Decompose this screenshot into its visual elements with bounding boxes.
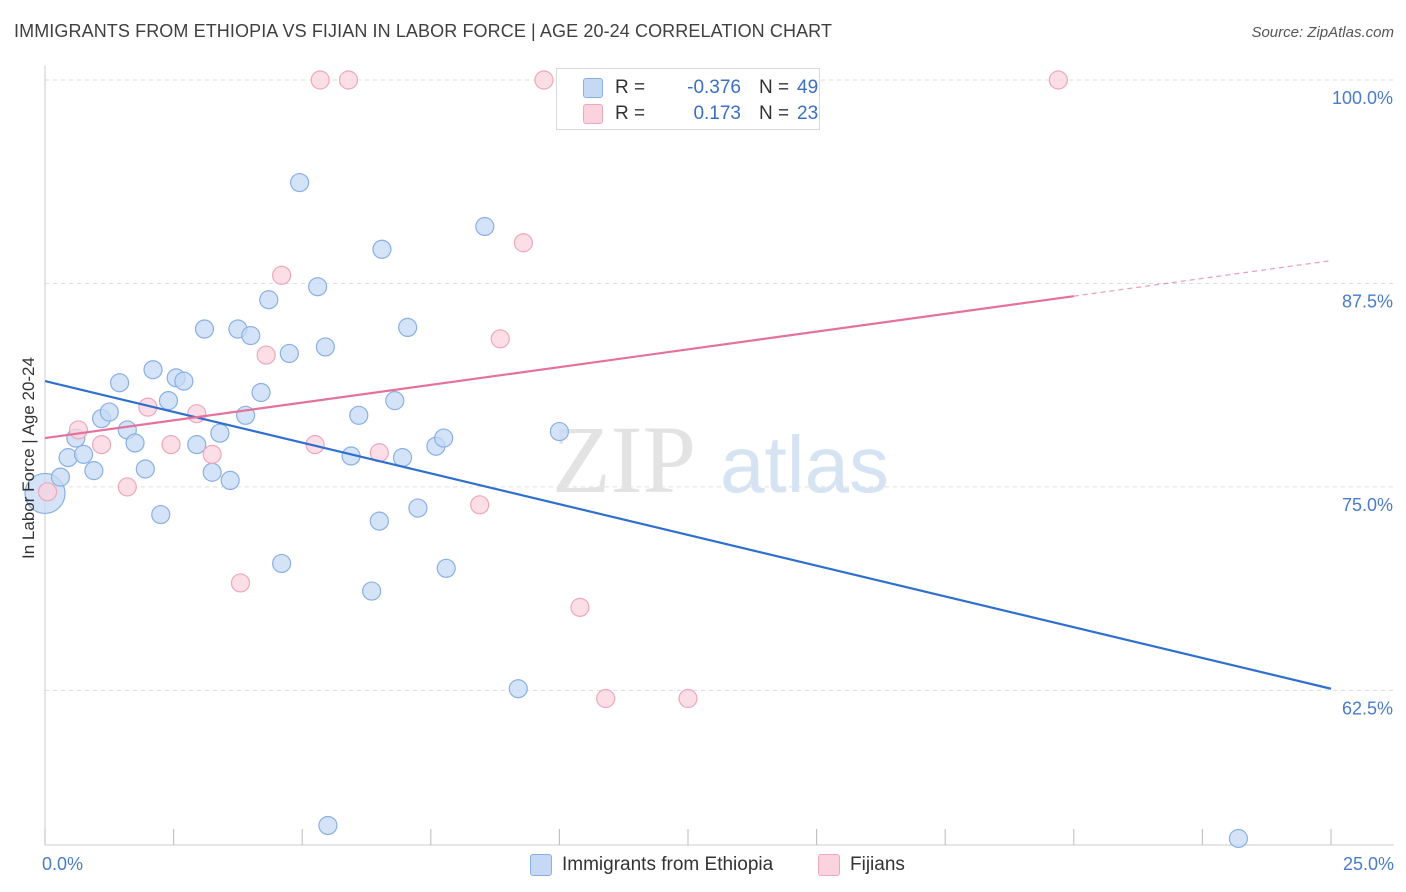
fijian-point: [338, 70, 359, 90]
ethiopia-point: [259, 290, 279, 310]
legend-label-fijians: Fijians: [850, 854, 905, 875]
ethiopia-point: [475, 216, 495, 237]
y-tick-label: 62.5%: [1342, 698, 1393, 718]
ethiopia-point: [308, 277, 328, 297]
ethiopia-point: [385, 391, 405, 411]
ethiopia-point: [99, 402, 119, 422]
y-axis-label: In Labor Force | Age 20-24: [19, 357, 38, 559]
stats-legend: R = -0.376 N = 49 R = 0.173 N = 23: [556, 68, 820, 130]
fijian-point: [230, 573, 251, 593]
ethiopia-point: [508, 679, 528, 699]
fijian-point: [68, 420, 89, 440]
ethiopia-point: [143, 360, 163, 380]
ethiopia-point: [362, 581, 382, 601]
ethiopia-point: [251, 382, 271, 403]
ethiopia-point: [220, 470, 240, 491]
y-tick-label: 87.5%: [1342, 291, 1393, 311]
grid-lines: [45, 79, 1394, 691]
legend-r-value: -0.376: [687, 77, 741, 98]
legend-n-value: 23: [797, 103, 819, 124]
ethiopia-point: [210, 423, 230, 443]
tick-labels: 62.5% 75.0% 87.5% 100.0% 0.0% 25.0%: [42, 88, 1394, 874]
legend-r-value: 0.173: [693, 103, 741, 124]
ethiopia-trend-line: [44, 380, 1332, 690]
trend-lines: [44, 260, 1332, 690]
ethiopia-point: [290, 172, 310, 193]
ethiopia-point: [84, 461, 104, 481]
fijian-point: [117, 477, 137, 497]
chart-source: Source: ZipAtlas.com: [1251, 24, 1394, 41]
ethiopia-point: [549, 421, 570, 442]
legend-swatch-pink: [583, 104, 603, 124]
fijian-point: [37, 482, 58, 502]
ethiopia-point: [58, 448, 78, 468]
data-points: [24, 70, 1249, 849]
legend-r-label: R =: [615, 77, 646, 98]
fijian-point: [91, 434, 112, 455]
watermark-zip: ZIP: [552, 406, 696, 513]
fijian-trend-line-extension: [1073, 260, 1332, 297]
fijian-point: [570, 597, 590, 617]
ethiopia-point: [436, 558, 456, 578]
fijian-point: [272, 265, 292, 285]
ethiopia-point: [279, 343, 299, 364]
x-tick-label: 0.0%: [42, 854, 83, 874]
ethiopia-point: [50, 467, 71, 487]
legend-n-label: N =: [759, 77, 790, 98]
ethiopia-point: [187, 434, 207, 455]
watermark-atlas: atlas: [720, 420, 889, 509]
fijian-point: [534, 70, 554, 90]
fijian-point: [161, 434, 181, 455]
legend-swatch-pink: [818, 854, 840, 876]
series-legend: Immigrants from Ethiopia Fijians: [0, 852, 1406, 878]
legend-r-label: R =: [615, 103, 646, 124]
fijian-point: [678, 688, 698, 709]
x-tick-label: 25.0%: [1343, 854, 1394, 874]
ethiopia-point: [174, 371, 194, 391]
legend-n-value: 49: [797, 77, 819, 98]
ethiopia-point: [151, 504, 171, 525]
chart-title: IMMIGRANTS FROM ETHIOPIA VS FIJIAN IN LA…: [14, 21, 833, 41]
ethiopia-point: [109, 373, 130, 393]
fijian-point: [470, 495, 490, 515]
ethiopia-point: [434, 428, 454, 448]
ethiopia-point: [398, 317, 418, 338]
ethiopia-point: [241, 325, 261, 346]
ethiopia-point: [135, 459, 155, 479]
legend-swatch-blue: [530, 854, 552, 876]
ethiopia-point: [315, 337, 335, 357]
fijian-point: [490, 329, 510, 349]
legend-n-label: N =: [759, 103, 790, 124]
ethiopia-point: [194, 319, 215, 339]
ethiopia-point: [372, 239, 392, 259]
ethiopia-point: [125, 433, 145, 453]
fijian-point: [256, 345, 276, 365]
ethiopia-point: [408, 498, 428, 518]
ethiopia-point: [272, 553, 292, 574]
ethiopia-point: [202, 462, 222, 482]
fijian-point: [1048, 70, 1068, 90]
legend-swatch-blue: [583, 78, 603, 98]
ethiopia-point: [369, 511, 389, 531]
y-tick-label: 75.0%: [1342, 495, 1393, 515]
fijian-point: [310, 70, 330, 90]
y-tick-label: 100.0%: [1332, 88, 1393, 108]
ethiopia-point: [73, 444, 94, 464]
ethiopia-point: [318, 815, 338, 836]
fijian-point: [596, 688, 616, 709]
watermark: ZIP atlas: [552, 406, 889, 513]
axes: [44, 66, 1394, 846]
ethiopia-point: [1228, 828, 1249, 849]
ethiopia-point: [349, 405, 369, 425]
fijian-point: [513, 233, 533, 253]
fijian-trend-line: [44, 295, 1074, 440]
ethiopia-point: [392, 448, 413, 468]
legend-label-ethiopia: Immigrants from Ethiopia: [562, 854, 774, 875]
ethiopia-point: [158, 391, 179, 411]
fijian-point: [202, 444, 222, 464]
